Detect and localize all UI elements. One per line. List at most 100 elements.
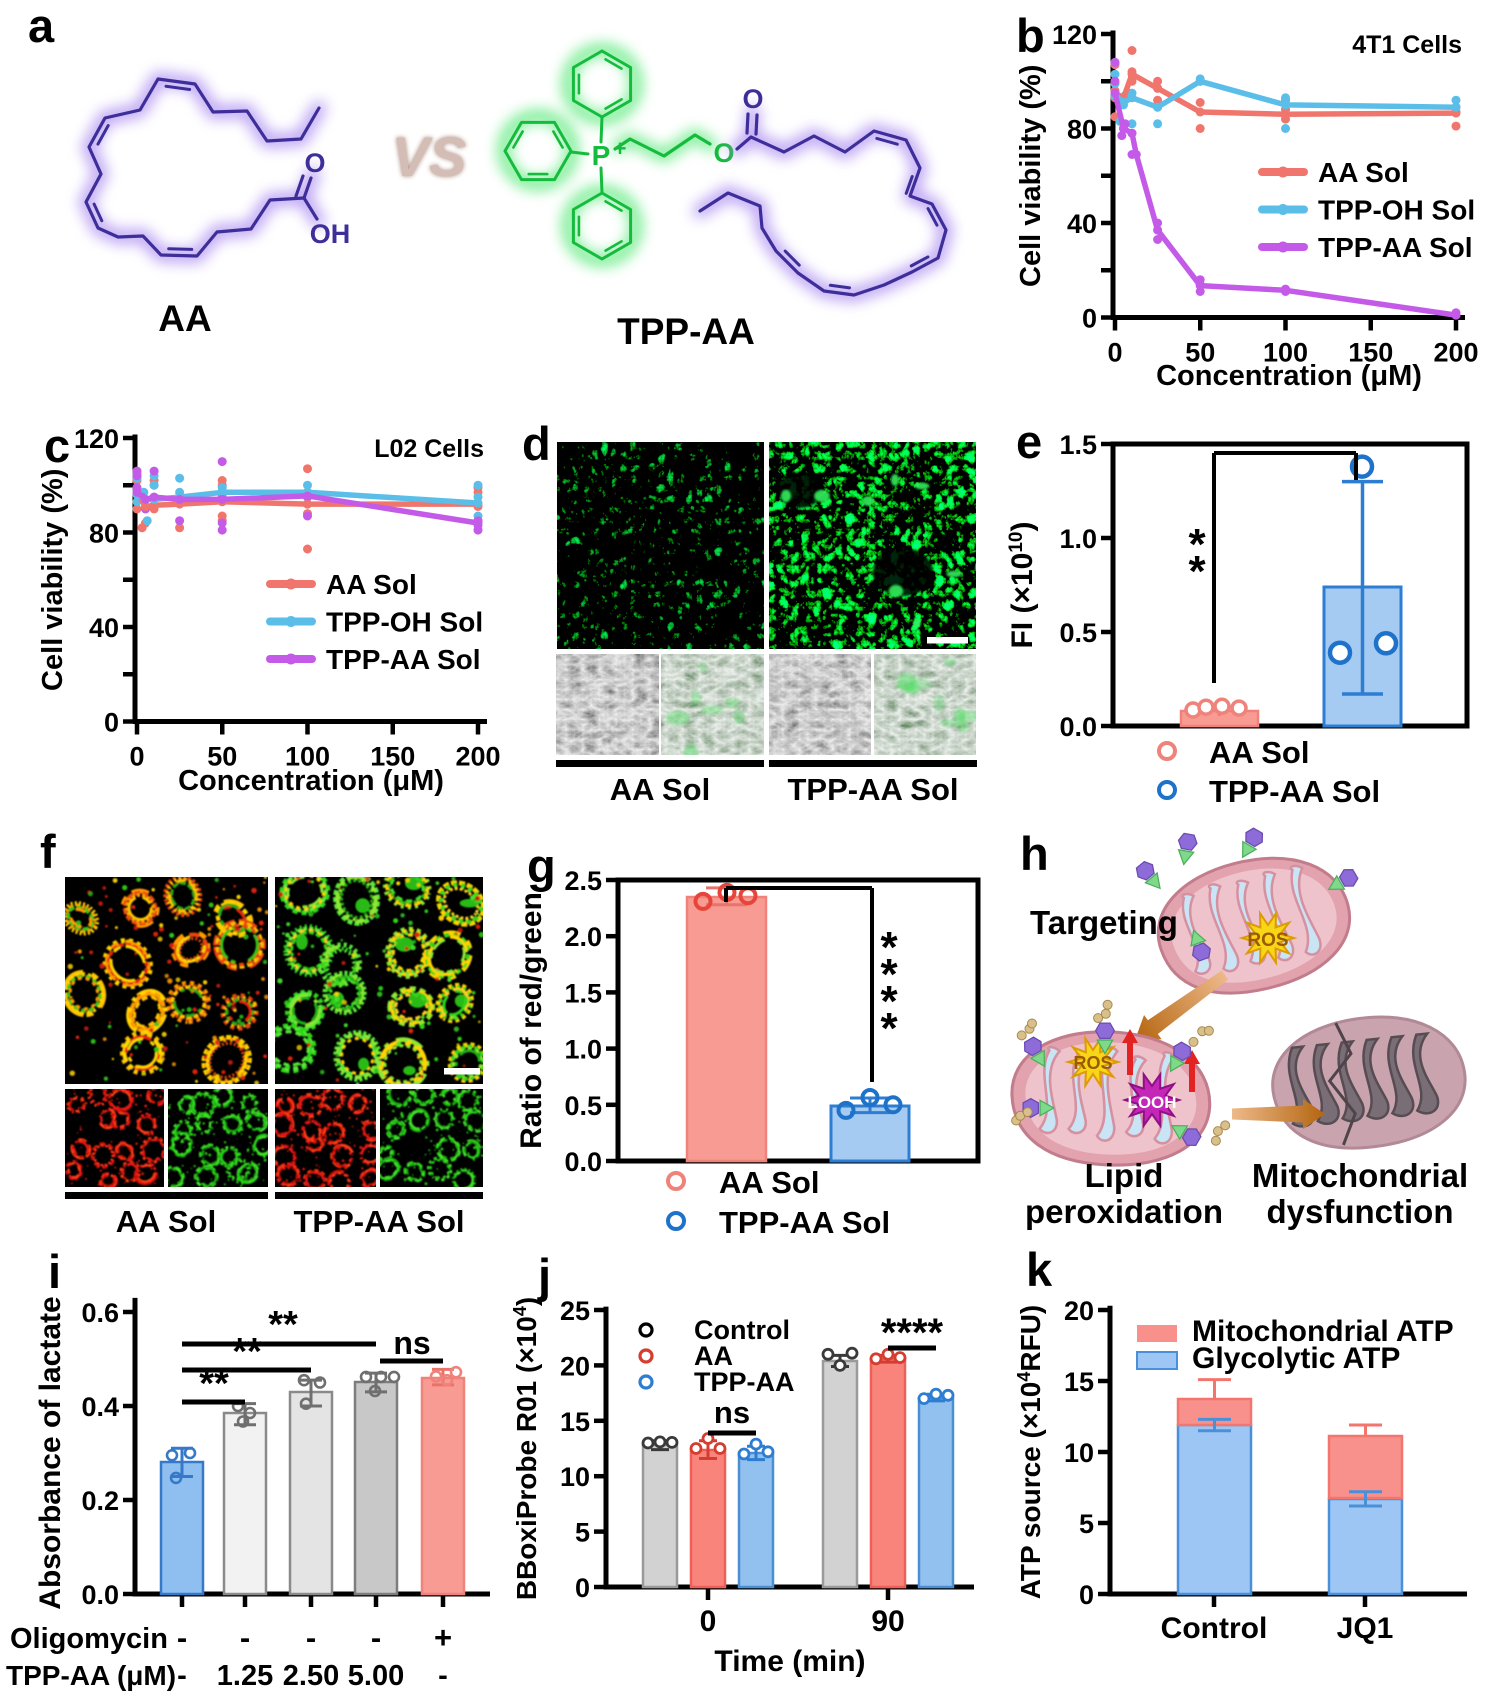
svg-text:-: - — [438, 1660, 448, 1692]
svg-text:0: 0 — [1082, 304, 1097, 334]
svg-text:Mitochondrial: Mitochondrial — [1252, 1157, 1468, 1194]
svg-text:0.0: 0.0 — [81, 1580, 119, 1610]
svg-text:Cell viability (%): Cell viability (%) — [1015, 65, 1047, 287]
svg-text:b: b — [1016, 9, 1045, 62]
svg-text:120: 120 — [74, 424, 119, 454]
svg-text:P: P — [592, 140, 611, 171]
svg-text:ATP source (×104RFU): ATP source (×104RFU) — [1014, 1305, 1046, 1600]
svg-text:****: **** — [881, 1311, 944, 1355]
svg-text:-: - — [371, 1620, 381, 1655]
svg-text:Concentration (μM): Concentration (μM) — [1156, 360, 1422, 392]
svg-text:peroxidation: peroxidation — [1025, 1193, 1223, 1230]
svg-text:f: f — [40, 825, 56, 878]
svg-text:FI (×1010): FI (×1010) — [1006, 521, 1040, 648]
svg-text:AA Sol: AA Sol — [719, 1165, 819, 1200]
svg-text:TPP-AA Sol: TPP-AA Sol — [326, 644, 481, 675]
svg-text:0: 0 — [129, 742, 144, 772]
svg-text:1.0: 1.0 — [1059, 524, 1097, 554]
svg-text:10: 10 — [1064, 1438, 1094, 1468]
svg-text:h: h — [1020, 827, 1049, 880]
svg-text:TPP-AA: TPP-AA — [617, 311, 755, 352]
svg-text:ROS: ROS — [1073, 1053, 1112, 1073]
svg-text:-: - — [177, 1660, 187, 1692]
svg-text:Cell viability (%): Cell viability (%) — [37, 469, 69, 691]
svg-text:g: g — [527, 839, 556, 892]
svg-text:ns: ns — [714, 1395, 750, 1430]
svg-text:*: * — [880, 950, 898, 999]
svg-text:150: 150 — [370, 742, 415, 772]
svg-text:Concentration (μM): Concentration (μM) — [178, 765, 444, 797]
svg-text:d: d — [522, 417, 551, 470]
svg-text:L02 Cells: L02 Cells — [374, 435, 484, 463]
svg-text:Mitochondrial ATP: Mitochondrial ATP — [1192, 1315, 1454, 1348]
svg-text:AA Sol: AA Sol — [1209, 735, 1309, 770]
svg-text:*: * — [880, 923, 898, 972]
svg-text:50: 50 — [1185, 338, 1215, 368]
svg-text:JQ1: JQ1 — [1337, 1612, 1394, 1645]
svg-text:*: * — [1188, 520, 1206, 569]
svg-text:TPP-AA: TPP-AA — [694, 1367, 795, 1397]
svg-text:AA Sol: AA Sol — [326, 569, 417, 600]
svg-text:*: * — [880, 1004, 898, 1053]
svg-text:1.5: 1.5 — [1059, 430, 1097, 460]
svg-text:O: O — [742, 84, 763, 114]
svg-text:2.5: 2.5 — [564, 866, 602, 896]
svg-text:15: 15 — [560, 1407, 590, 1437]
svg-text:2.0: 2.0 — [564, 922, 602, 952]
svg-text:20: 20 — [560, 1351, 590, 1381]
svg-text:0: 0 — [700, 1605, 717, 1638]
svg-text:**: ** — [268, 1304, 298, 1346]
svg-text:-: - — [306, 1620, 316, 1655]
svg-text:0: 0 — [104, 708, 119, 738]
svg-text:200: 200 — [455, 742, 500, 772]
svg-text:50: 50 — [207, 742, 237, 772]
svg-text:200: 200 — [1433, 338, 1478, 368]
svg-text:e: e — [1016, 415, 1042, 468]
svg-text:2.50: 2.50 — [283, 1660, 339, 1692]
svg-text:10: 10 — [560, 1462, 590, 1492]
svg-text:0.4: 0.4 — [81, 1392, 119, 1422]
svg-text:-: - — [240, 1620, 250, 1655]
svg-text:1.0: 1.0 — [564, 1035, 602, 1065]
svg-text:5: 5 — [1079, 1509, 1094, 1539]
svg-text:4T1 Cells: 4T1 Cells — [1352, 31, 1462, 59]
svg-text:*: * — [880, 977, 898, 1026]
svg-text:AA Sol: AA Sol — [116, 1204, 216, 1239]
svg-text:TPP-OH Sol: TPP-OH Sol — [326, 607, 483, 638]
svg-text:+: + — [434, 1620, 452, 1655]
svg-text:OH: OH — [310, 219, 351, 249]
svg-text:TPP-AA Sol: TPP-AA Sol — [1318, 232, 1473, 263]
svg-text:i: i — [48, 1245, 61, 1298]
svg-text:TPP-AA (μM): TPP-AA (μM) — [6, 1660, 176, 1691]
svg-text:40: 40 — [89, 613, 119, 643]
svg-text:TPP-AA Sol: TPP-AA Sol — [787, 772, 958, 807]
svg-text:c: c — [44, 419, 70, 472]
svg-text:a: a — [28, 0, 55, 52]
svg-text:**: ** — [232, 1331, 262, 1373]
svg-text:5: 5 — [575, 1518, 590, 1548]
svg-text:15: 15 — [1064, 1367, 1094, 1397]
svg-text:25: 25 — [560, 1296, 590, 1326]
svg-text:ROS: ROS — [1247, 930, 1288, 951]
svg-text:0: 0 — [1107, 338, 1122, 368]
svg-text:0.6: 0.6 — [81, 1298, 119, 1328]
svg-text:AA Sol: AA Sol — [610, 772, 710, 807]
svg-text:TPP-AA Sol: TPP-AA Sol — [1209, 774, 1380, 809]
svg-text:Absorbance of lactate: Absorbance of lactate — [34, 1296, 67, 1609]
svg-text:Time (min): Time (min) — [714, 1645, 865, 1678]
svg-text:TPP-AA Sol: TPP-AA Sol — [293, 1204, 464, 1239]
svg-text:AA Sol: AA Sol — [1318, 157, 1409, 188]
svg-text:AA: AA — [694, 1341, 733, 1371]
svg-text:ns: ns — [393, 1325, 430, 1361]
svg-text:O: O — [713, 138, 734, 168]
svg-text:0.0: 0.0 — [1059, 712, 1097, 742]
svg-text:k: k — [1026, 1243, 1053, 1296]
svg-text:0.5: 0.5 — [1059, 618, 1097, 648]
svg-text:LOOH: LOOH — [1127, 1093, 1176, 1112]
svg-text:1.25: 1.25 — [217, 1660, 273, 1692]
svg-text:100: 100 — [1263, 338, 1308, 368]
svg-text:Ratio of red/green: Ratio of red/green — [515, 892, 548, 1149]
svg-text:40: 40 — [1067, 209, 1097, 239]
svg-text:80: 80 — [1067, 115, 1097, 145]
svg-text:VS: VS — [392, 125, 467, 188]
